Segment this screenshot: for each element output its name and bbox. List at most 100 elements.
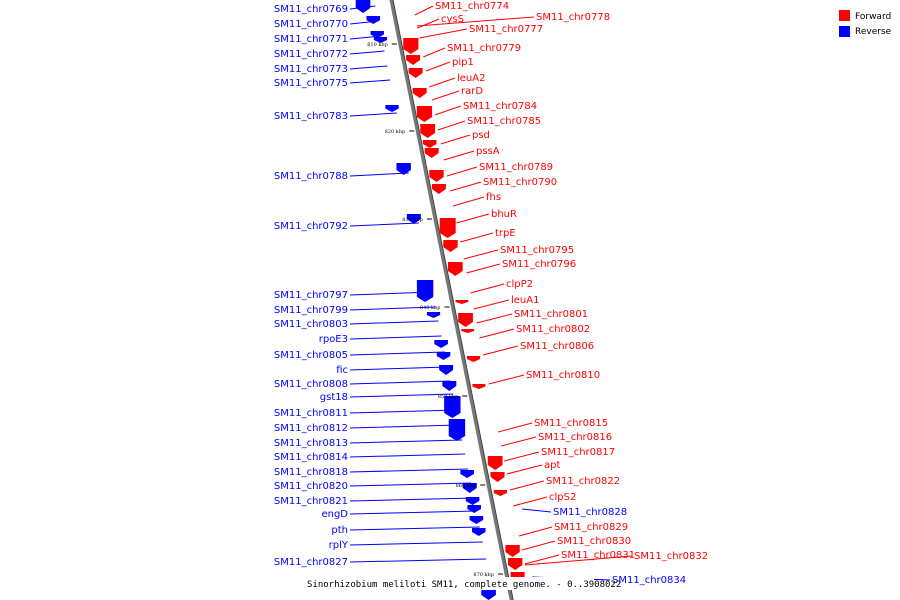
gene-label-sm11-chr0770[interactable]: SM11_chr0770: [274, 19, 348, 30]
gene-label-fhs[interactable]: fhs: [486, 192, 501, 203]
gene-label-sm11-chr0789[interactable]: SM11_chr0789: [479, 162, 553, 173]
gene-label-sm11-chr0805[interactable]: SM11_chr0805: [274, 350, 348, 361]
gene-label-sm11-chr0828[interactable]: SM11_chr0828: [553, 507, 627, 518]
gene-label-sm11-chr0821[interactable]: SM11_chr0821: [274, 496, 348, 507]
gene-label-sm11-chr0812[interactable]: SM11_chr0812: [274, 423, 348, 434]
forward-gene-block: [420, 124, 436, 138]
gene-label-sm11-chr0814[interactable]: SM11_chr0814: [274, 452, 348, 463]
tick-label: 810 kbp: [367, 42, 388, 48]
gene-label-apt[interactable]: apt: [544, 460, 560, 471]
gene-label-sm11-chr0827[interactable]: SM11_chr0827: [274, 557, 348, 568]
gene-label-psd[interactable]: psd: [472, 130, 490, 141]
gene-label-rard[interactable]: rarD: [461, 86, 483, 97]
reverse-gene-block: [460, 470, 474, 478]
gene-label-sm11-chr0803[interactable]: SM11_chr0803: [274, 319, 348, 330]
gene-label-sm11-chr0778[interactable]: SM11_chr0778: [536, 12, 610, 23]
gene-label-sm11-chr0769[interactable]: SM11_chr0769: [274, 4, 348, 15]
label-leader: [414, 5, 434, 16]
gene-label-sm11-chr0832[interactable]: SM11_chr0832: [634, 551, 708, 562]
label-leader: [349, 558, 487, 563]
tick-label: 840 kbp: [420, 305, 441, 311]
gene-label-rply[interactable]: rplY: [329, 540, 349, 551]
gene-label-fic[interactable]: fic: [336, 365, 348, 376]
gene-label-pssa[interactable]: pssA: [476, 146, 500, 157]
gene-label-pip1[interactable]: pip1: [452, 57, 474, 68]
gene-label-sm11-chr0813[interactable]: SM11_chr0813: [274, 438, 348, 449]
forward-gene-block: [461, 329, 475, 333]
gene-label-leua2[interactable]: leuA2: [457, 73, 485, 84]
gene-label-sm11-chr0783[interactable]: SM11_chr0783: [274, 111, 348, 122]
label-leader: [349, 468, 469, 473]
gene-label-sm11-chr0818[interactable]: SM11_chr0818: [274, 467, 348, 478]
gene-label-clps2[interactable]: clpS2: [549, 492, 576, 503]
gene-label-leua1[interactable]: leuA1: [511, 295, 539, 306]
legend-swatch-reverse: [839, 26, 850, 37]
gene-label-sm11-chr0806[interactable]: SM11_chr0806: [520, 341, 594, 352]
gene-label-trpe[interactable]: trpE: [495, 228, 516, 239]
gene-label-sm11-chr0799[interactable]: SM11_chr0799: [274, 305, 348, 316]
gene-label-sm11-chr0772[interactable]: SM11_chr0772: [274, 49, 348, 60]
label-leader: [473, 299, 510, 310]
label-leader: [416, 16, 535, 27]
forward-gene-block: [455, 300, 469, 304]
gene-label-sm11-chr0810[interactable]: SM11_chr0810: [526, 370, 600, 381]
gene-label-sm11-chr0792[interactable]: SM11_chr0792: [274, 221, 348, 232]
reverse-gene-block: [462, 483, 477, 493]
genome-axis-shadow: [392, 0, 514, 600]
label-leader: [349, 393, 454, 398]
legend-swatch-forward: [839, 10, 850, 21]
gene-label-sm11-chr0822[interactable]: SM11_chr0822: [546, 476, 620, 487]
gene-label-sm11-chr0775[interactable]: SM11_chr0775: [274, 78, 348, 89]
gene-label-sm11-chr0830[interactable]: SM11_chr0830: [557, 536, 631, 547]
gene-label-engd[interactable]: engD: [321, 509, 348, 520]
label-leader: [504, 451, 540, 462]
gene-label-pth[interactable]: pth: [331, 525, 348, 536]
legend: Forward Reverse: [839, 10, 892, 37]
gene-label-sm11-chr0816[interactable]: SM11_chr0816: [538, 432, 612, 443]
gene-label-sm11-chr0834[interactable]: SM11_chr0834: [612, 575, 686, 586]
gene-label-sm11-chr0795[interactable]: SM11_chr0795: [500, 245, 574, 256]
gene-label-sm11-chr0811[interactable]: SM11_chr0811: [274, 408, 348, 419]
gene-label-sm11-chr0829[interactable]: SM11_chr0829: [554, 522, 628, 533]
gene-label-bhur[interactable]: bhuR: [491, 209, 517, 220]
forward-gene-block: [458, 313, 473, 327]
gene-label-sm11-chr0797[interactable]: SM11_chr0797: [274, 290, 348, 301]
label-leader: [466, 263, 501, 274]
label-leader: [349, 453, 466, 458]
genome-caption: Sinorhizobium meliloti SM11, complete ge…: [307, 580, 621, 590]
reverse-gene-block: [465, 497, 480, 505]
reverse-gene-block: [448, 419, 466, 441]
gene-label-sm11-chr0802[interactable]: SM11_chr0802: [516, 324, 590, 335]
gene-label-sm11-chr0777[interactable]: SM11_chr0777: [469, 24, 543, 35]
gene-label-sm11-chr0771[interactable]: SM11_chr0771: [274, 34, 348, 45]
gene-label-sm11-chr0785[interactable]: SM11_chr0785: [467, 116, 541, 127]
gene-label-sm11-chr0790[interactable]: SM11_chr0790: [483, 177, 557, 188]
gene-label-sm11-chr0817[interactable]: SM11_chr0817: [541, 447, 615, 458]
gene-label-sm11-chr0779[interactable]: SM11_chr0779: [447, 43, 521, 54]
reverse-gene-block: [471, 528, 486, 536]
label-leader: [431, 90, 460, 101]
gene-label-sm11-chr0831[interactable]: SM11_chr0831: [561, 550, 635, 561]
gene-label-clpp2[interactable]: clpP2: [506, 279, 533, 290]
gene-label-sm11-chr0784[interactable]: SM11_chr0784: [463, 101, 537, 112]
label-leader: [425, 61, 451, 72]
gene-label-gst18[interactable]: gst18: [320, 392, 348, 403]
tick-label: 820 kbp: [385, 129, 406, 135]
forward-gene-block: [406, 55, 421, 65]
label-leader: [463, 249, 499, 260]
gene-label-sm11-chr0801[interactable]: SM11_chr0801: [514, 309, 588, 320]
gene-label-sm11-chr0796[interactable]: SM11_chr0796: [502, 259, 576, 270]
gene-label-sm11-chr0788[interactable]: SM11_chr0788: [274, 171, 348, 182]
forward-gene-block: [507, 558, 523, 570]
forward-gene-block: [493, 490, 507, 496]
gene-label-sm11-chr0815[interactable]: SM11_chr0815: [534, 418, 608, 429]
label-leader: [349, 79, 391, 84]
gene-label-cyss[interactable]: cysS: [441, 14, 464, 25]
gene-label-sm11-chr0773[interactable]: SM11_chr0773: [274, 64, 348, 75]
gene-label-sm11-chr0774[interactable]: SM11_chr0774: [435, 1, 509, 12]
gene-label-sm11-chr0820[interactable]: SM11_chr0820: [274, 481, 348, 492]
gene-label-sm11-chr0808[interactable]: SM11_chr0808: [274, 379, 348, 390]
reverse-gene-block: [442, 381, 457, 391]
gene-label-rpoe3[interactable]: rpoE3: [319, 334, 348, 345]
label-leader: [349, 482, 471, 487]
